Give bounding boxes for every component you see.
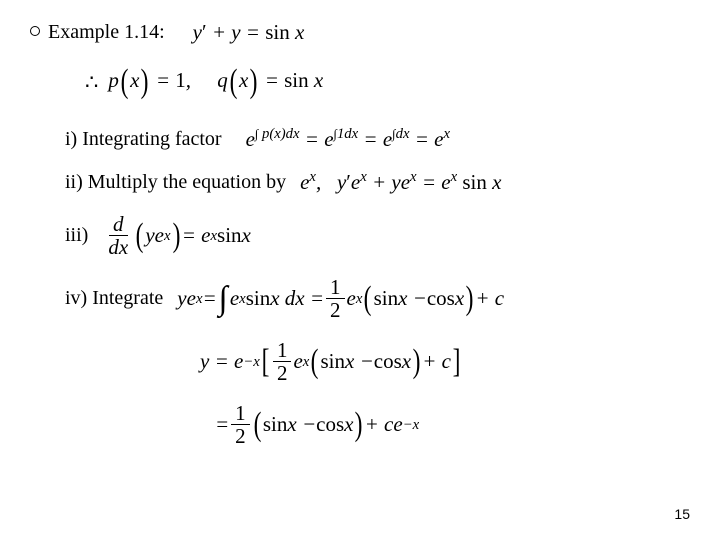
- example-label: Example 1.14:: [48, 21, 165, 44]
- step-ii-equation: ex, y′ex + yex = ex sin x: [300, 170, 501, 195]
- therefore-row: ∴ p(x) = 1, q(x) = sin x: [85, 63, 690, 101]
- step-iv-equation: yex = ∫ex sin x dx = 12 ex (sin x − cos …: [177, 276, 504, 321]
- therefore-equation: p(x) = 1, q(x) = sin x: [108, 63, 323, 101]
- example-header-row: Example 1.14: y′ + y = sin x: [30, 20, 690, 45]
- step-iii-row: iii) ddx (yex) = ex sin x: [65, 213, 690, 258]
- final-line-2-row: = 12 (sin x − cos x) + ce−x: [215, 402, 690, 447]
- step-iii-equation: ddx (yex) = ex sin x: [102, 213, 251, 258]
- step-ii-label: ii) Multiply the equation by: [65, 171, 286, 194]
- step-iv-label: iv) Integrate: [65, 287, 163, 310]
- page-number: 15: [674, 506, 690, 522]
- step-i-equation: e∫ p(x)dx = e∫1dx = e∫dx = ex: [246, 127, 450, 152]
- final-line-1-equation: y = e−x [ 12 ex (sin x − cos x) + c ]: [200, 339, 462, 384]
- step-i-label: i) Integrating factor: [65, 128, 222, 151]
- step-i-row: i) Integrating factor e∫ p(x)dx = e∫1dx …: [65, 127, 690, 152]
- step-iv-row: iv) Integrate yex = ∫ex sin x dx = 12 ex…: [65, 276, 690, 321]
- header-equation: y′ + y = sin x: [193, 20, 305, 45]
- step-iii-label: iii): [65, 224, 88, 247]
- step-ii-row: ii) Multiply the equation by ex, y′ex + …: [65, 170, 690, 195]
- final-line-2-equation: = 12 (sin x − cos x) + ce−x: [215, 402, 419, 447]
- final-line-1-row: y = e−x [ 12 ex (sin x − cos x) + c ]: [200, 339, 690, 384]
- therefore-symbol: ∴: [85, 70, 98, 95]
- bullet-circle-icon: [30, 26, 40, 36]
